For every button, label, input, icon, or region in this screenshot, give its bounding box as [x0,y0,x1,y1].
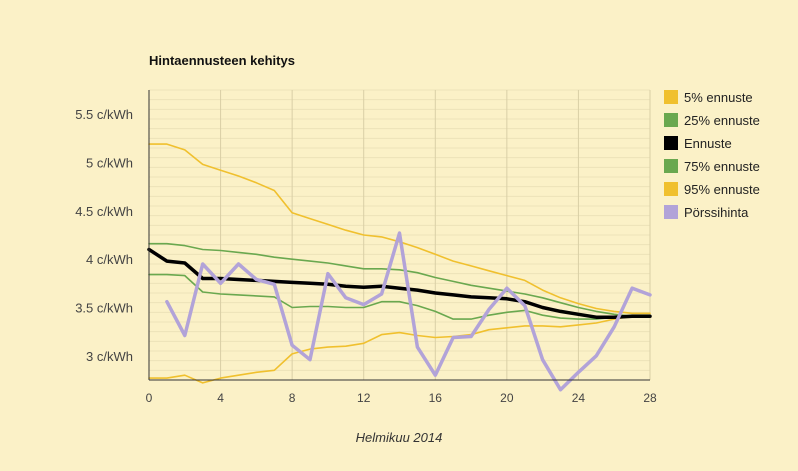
y-tick-label: 4 c/kWh [86,252,133,267]
legend-label-25pct-ennuste: 25% ennuste [684,113,760,128]
x-tick-label: 28 [643,391,657,405]
plot-area [147,143,652,392]
x-tick-label: 16 [429,391,443,405]
legend-label-5pct-ennuste: 5% ennuste [684,90,753,105]
legend-label-p-rssihinta: Pörssihinta [684,205,749,220]
legend-swatch-ennuste [664,136,678,150]
legend-swatch-25pct-ennuste [664,113,678,127]
y-tick-label: 3 c/kWh [86,349,133,364]
x-axis-label: Helmikuu 2014 [356,430,443,445]
legend-label-95pct-ennuste: 95% ennuste [684,182,760,197]
grid [149,89,651,381]
x-tick-label: 8 [289,391,296,405]
series-line-75pct-ennuste [148,242,651,317]
series-line-p-rssihinta [165,231,652,392]
legend-swatch-5pct-ennuste [664,90,678,104]
chart-title: Hintaennusteen kehitys [149,53,295,68]
x-tick-label: 12 [357,391,371,405]
y-tick-label: 3.5 c/kWh [75,301,133,316]
legend-swatch-75pct-ennuste [664,159,678,173]
x-tick-label: 0 [146,391,153,405]
y-tick-label: 5 c/kWh [86,156,133,171]
series-line-ennuste [147,247,652,319]
series-line-5pct-ennuste [148,315,651,384]
legend-label-75pct-ennuste: 75% ennuste [684,159,760,174]
y-axis: 3 c/kWh 3.5 c/kWh 4 c/kWh 4.5 c/kWh 5 c/kWh 5… [75,107,133,364]
series-line-25pct-ennuste [148,273,651,320]
y-tick-label: 5.5 c/kWh [75,107,133,122]
legend-swatch-95pct-ennuste [664,182,678,196]
x-axis: 0 4 8 12 16 20 24 28 [146,391,657,405]
x-tick-label: 4 [217,391,224,405]
legend-label-ennuste: Ennuste [684,136,732,151]
legend-swatch-p-rssihinta [664,205,678,219]
x-tick-label: 24 [572,391,586,405]
x-tick-label: 20 [500,391,514,405]
legend: 5% ennuste 25% ennuste Ennuste 75% ennuste 9… [664,90,760,220]
y-tick-label: 4.5 c/kWh [75,204,133,219]
